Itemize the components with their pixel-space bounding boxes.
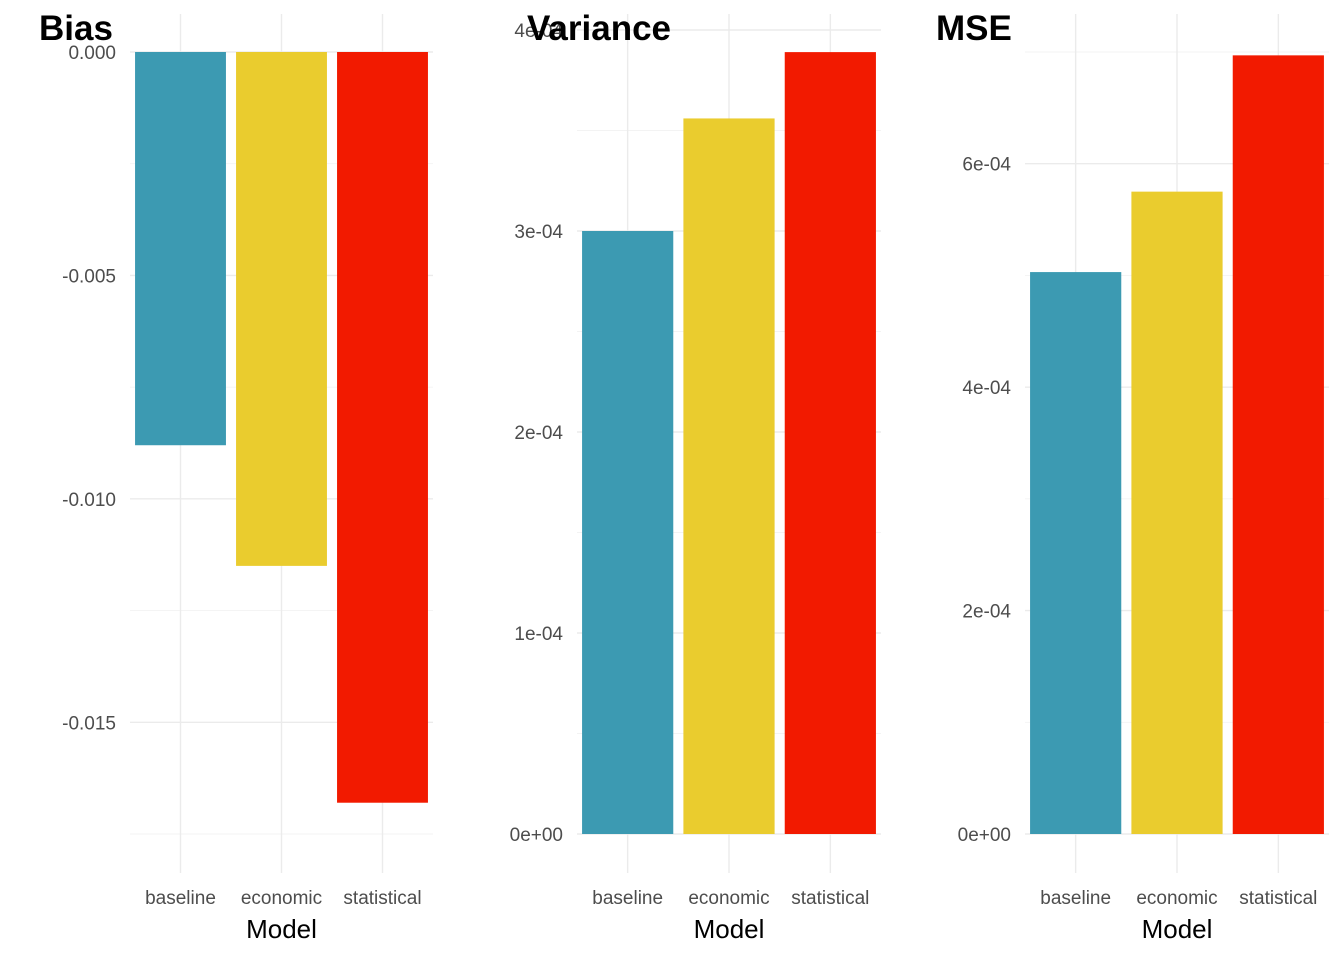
y-tick-label: 1e-04 xyxy=(514,624,563,645)
chart-panel-variance: 0e+00 1e-04 2e-04 3e-04 4e-04 baseline economi… xyxy=(510,9,881,944)
x-tick-label: baseline xyxy=(592,888,663,909)
bar-baseline xyxy=(582,231,674,834)
y-tick-label: 0.000 xyxy=(68,43,116,64)
y-tick-label: -0.005 xyxy=(62,266,116,287)
x-axis-title: Model xyxy=(246,914,317,944)
chart-panel-bias: 0.000 -0.005 -0.010 -0.015 baseline economic s… xyxy=(39,9,433,944)
panel-title: MSE xyxy=(936,9,1012,48)
panel-title: Bias xyxy=(39,9,113,48)
bar-statistical xyxy=(1232,55,1324,834)
y-tick-label: -0.015 xyxy=(62,713,116,734)
x-axis-title: Model xyxy=(694,914,765,944)
x-tick-label: baseline xyxy=(1040,888,1111,909)
y-tick-label: 6e-04 xyxy=(962,155,1011,176)
bar-economic xyxy=(236,52,327,566)
chart-panel-mse: 0e+00 2e-04 4e-04 6e-04 baseline economic stat… xyxy=(936,9,1329,944)
y-tick-label: 2e-04 xyxy=(514,423,563,444)
bar-economic xyxy=(683,118,775,834)
y-tick-label: 4e-04 xyxy=(514,21,563,42)
bar-baseline xyxy=(1030,272,1122,834)
y-tick-label: 0e+00 xyxy=(510,825,563,846)
x-tick-label: statistical xyxy=(343,888,421,909)
x-tick-label: economic xyxy=(688,888,769,909)
y-tick-label: 3e-04 xyxy=(514,222,563,243)
x-tick-label: statistical xyxy=(1239,888,1317,909)
y-tick-label: 0e+00 xyxy=(958,825,1011,846)
y-tick-label: -0.010 xyxy=(62,490,116,511)
y-tick-label: 2e-04 xyxy=(962,602,1011,623)
bar-statistical xyxy=(784,52,876,835)
x-axis-title: Model xyxy=(1142,914,1213,944)
x-tick-label: baseline xyxy=(145,888,216,909)
x-tick-label: economic xyxy=(241,888,322,909)
x-tick-label: economic xyxy=(1136,888,1217,909)
bar-statistical xyxy=(337,52,428,803)
bar-baseline xyxy=(135,52,226,446)
y-tick-label: 4e-04 xyxy=(962,378,1011,399)
panel-title: Variance xyxy=(527,9,671,48)
x-tick-label: statistical xyxy=(791,888,869,909)
bar-economic xyxy=(1131,191,1223,835)
